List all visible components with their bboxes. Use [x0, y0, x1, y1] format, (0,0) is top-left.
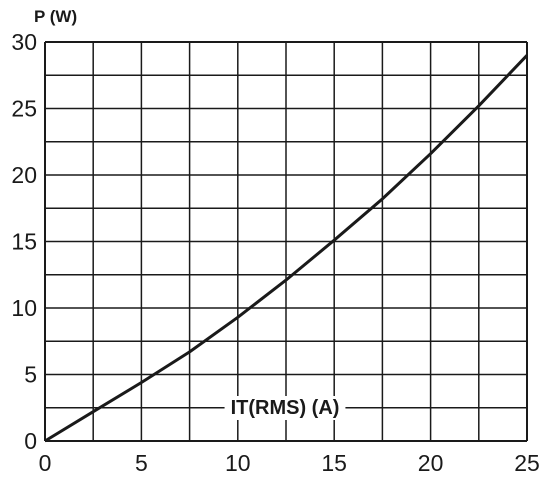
power-curve-line	[44, 54, 529, 443]
y-tick-label: 10	[11, 295, 37, 321]
y-axis-label: P (W)	[34, 7, 77, 26]
series-layer	[44, 54, 529, 443]
y-tick-label: 15	[11, 229, 37, 255]
tick-labels: 0 5 10 15 20 25 0 5 10 15 20 25 30	[11, 29, 539, 476]
x-tick-label: 15	[321, 450, 347, 476]
x-tick-label: 20	[418, 450, 444, 476]
x-tick-label: 10	[225, 450, 251, 476]
grid: IT(RMS) (A)	[44, 41, 528, 442]
y-tick-label: 30	[11, 29, 37, 55]
x-axis-label: IT(RMS) (A)	[231, 397, 340, 419]
x-tick-label: 0	[39, 450, 52, 476]
y-tick-label: 0	[24, 428, 37, 454]
y-tick-label: 20	[11, 162, 37, 188]
x-tick-label: 25	[514, 450, 540, 476]
x-tick-label: 5	[135, 450, 148, 476]
x-axis-label-background	[224, 396, 346, 420]
y-tick-label: 5	[24, 362, 37, 388]
y-tick-label: 25	[11, 96, 37, 122]
